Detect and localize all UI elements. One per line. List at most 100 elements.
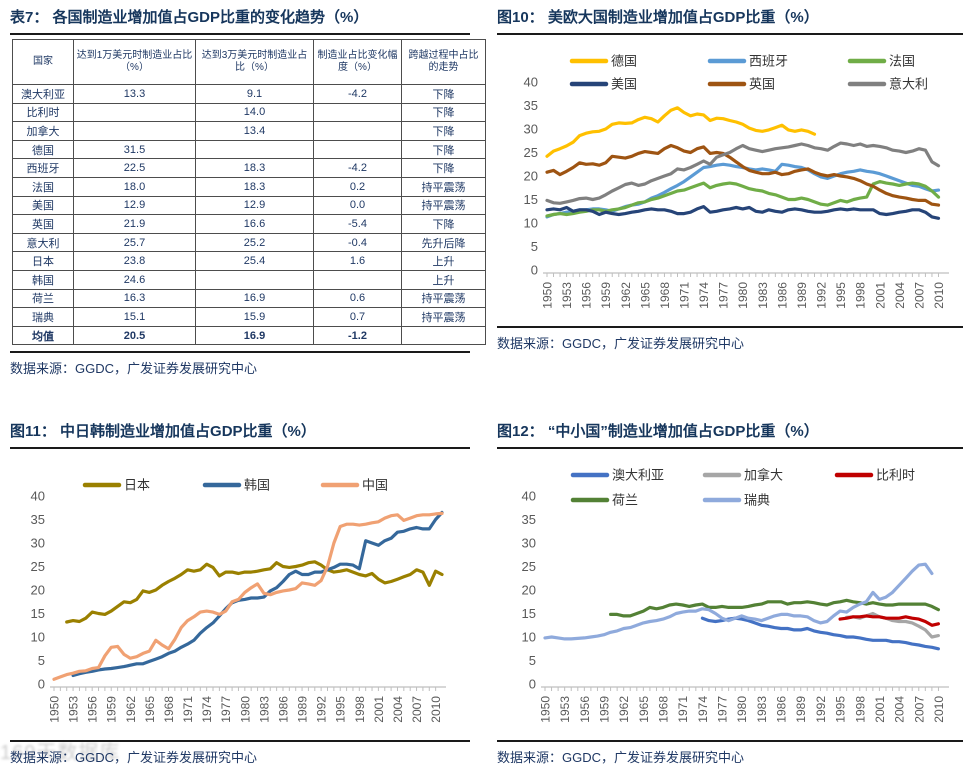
series-line-日本 xyxy=(65,560,444,624)
x-axis-label: 1980 xyxy=(735,696,749,723)
x-axis-label: 1965 xyxy=(637,696,651,723)
legend-label-加拿大: 加拿大 xyxy=(744,468,783,483)
table-cell: 12.9 xyxy=(73,195,196,216)
table-cell: 下降 xyxy=(401,139,486,160)
panel-fig10: 图10： 美欧大国制造业增加值占GDP比重（%） 0 5 10 15 20 25 30 35 4… xyxy=(497,8,963,352)
table-cell: 16.9 xyxy=(195,288,314,309)
x-axis-label: 1977 xyxy=(716,696,730,723)
table-cell xyxy=(313,139,402,160)
x-axis-label: 1983 xyxy=(257,696,271,723)
series-line-比利时 xyxy=(838,614,940,627)
table7: 国家 达到1万美元时制造业占比（%） 达到3万美元时制造业占比（%） 制造业占比变化幅… xyxy=(12,39,486,346)
table-cell: 25.2 xyxy=(195,232,314,253)
table-cell: 英国 xyxy=(12,214,74,234)
fig10-source-rule xyxy=(497,326,963,328)
x-axis-label: 1968 xyxy=(658,282,672,309)
table-cell: 18.3 xyxy=(195,176,314,197)
table-cell: 西班牙 xyxy=(12,158,74,178)
y-axis-label: 30 xyxy=(31,536,45,551)
legend-label-中国: 中国 xyxy=(362,478,388,493)
fig11-title-rule xyxy=(10,447,470,449)
table7-header-cell: 国家 xyxy=(12,39,74,85)
y-axis-label: 25 xyxy=(522,559,536,574)
x-axis-label: 1974 xyxy=(200,696,214,723)
table-cell: -4.2 xyxy=(313,84,402,104)
x-axis-label: 1968 xyxy=(162,696,176,723)
y-axis-label: 10 xyxy=(31,630,45,645)
series-line-德国 xyxy=(545,106,817,158)
table-cell: 1.6 xyxy=(313,251,402,271)
x-axis-label: 1953 xyxy=(558,696,572,723)
table-cell: 持平震荡 xyxy=(401,288,486,309)
table-cell: 下降 xyxy=(401,84,486,104)
x-axis-label: 2010 xyxy=(429,696,443,723)
x-axis-label: 1968 xyxy=(657,696,671,723)
table-cell: 均值 xyxy=(12,325,74,346)
table-cell: 荷兰 xyxy=(12,288,74,309)
table-cell: 21.9 xyxy=(73,214,196,234)
x-axis-label: 2001 xyxy=(372,696,386,723)
table-row: 瑞典 15.1 15.9 0.7 持平震荡 xyxy=(12,307,486,327)
legend-label-荷兰: 荷兰 xyxy=(612,493,638,508)
table-cell xyxy=(195,139,314,160)
x-axis-label: 1977 xyxy=(717,282,731,309)
table-cell: 先升后降 xyxy=(401,232,486,253)
x-axis-label: 1983 xyxy=(756,282,770,309)
panel-fig11: 图11： 中日韩制造业增加值占GDP比重（%） 0 5 10 15 20 25 30 35 40… xyxy=(10,422,470,766)
series-line-中国 xyxy=(52,511,444,681)
series-line-韩国 xyxy=(71,510,444,678)
table-cell: 持平震荡 xyxy=(401,195,486,216)
legend-label-瑞典: 瑞典 xyxy=(744,493,770,508)
legend-label-法国: 法国 xyxy=(889,54,915,69)
table-cell: 加拿大 xyxy=(12,121,74,141)
table-cell: 16.9 xyxy=(195,325,314,346)
table-cell: 下降 xyxy=(401,121,486,141)
table-cell: 韩国 xyxy=(12,269,74,290)
fig11-source-rule xyxy=(10,740,470,742)
y-axis-label: 15 xyxy=(522,606,536,621)
series-line-瑞典 xyxy=(543,562,934,641)
y-axis-label: 25 xyxy=(31,559,45,574)
y-axis-label: 30 xyxy=(522,536,536,551)
x-axis-label: 1956 xyxy=(578,696,592,723)
x-axis-label: 2010 xyxy=(932,696,946,723)
y-axis-label: 20 xyxy=(31,583,45,598)
y-axis-label: 10 xyxy=(524,216,538,231)
table-cell xyxy=(73,121,196,141)
x-axis-label: 1959 xyxy=(105,696,119,723)
table-row: 韩国 24.6 上升 xyxy=(12,269,486,290)
x-axis-label: 2010 xyxy=(932,282,946,309)
fig10-title-rule xyxy=(497,33,963,35)
fig12-source-rule xyxy=(497,740,963,742)
table-cell: 上升 xyxy=(401,251,486,271)
x-axis-label: 1974 xyxy=(697,282,711,309)
table-cell xyxy=(313,102,402,123)
table-cell: 18.3 xyxy=(195,158,314,178)
x-axis-label: 1998 xyxy=(853,696,867,723)
x-axis-label: 1995 xyxy=(334,696,348,723)
x-axis-label: 1998 xyxy=(854,282,868,309)
table-cell xyxy=(73,102,196,123)
x-axis-label: 1959 xyxy=(598,696,612,723)
table7-source: 数据来源：GGDC，广发证券发展研究中心 xyxy=(10,361,258,377)
table-cell: -4.2 xyxy=(313,158,402,178)
table-cell: 15.9 xyxy=(195,307,314,327)
x-axis-label: 1965 xyxy=(638,282,652,309)
table-cell xyxy=(313,121,402,141)
table-row: 法国 18.0 18.3 0.2 持平震荡 xyxy=(12,176,486,197)
x-axis-label: 1956 xyxy=(86,696,100,723)
panel-table7: 表7： 各国制造业增加值占GDP比重的变化趋势（%） 国家 达到1万美元时制造业占… xyxy=(10,8,486,377)
table-cell: 德国 xyxy=(12,139,74,160)
table7-header-cell: 跨越过程中占比的走势 xyxy=(401,39,486,85)
y-axis-label: 5 xyxy=(531,239,538,254)
table-row: 日本 23.8 25.4 1.6 上升 xyxy=(12,251,486,271)
fig10-source: 数据来源：GGDC，广发证券发展研究中心 xyxy=(497,336,745,351)
table-cell: 16.3 xyxy=(73,288,196,309)
y-axis-label: 35 xyxy=(31,512,45,527)
fig10-chart: 0 5 10 15 20 25 30 35 40 1950 1953 1956 1959 1962 1965… xyxy=(524,54,949,309)
table-cell: -0.4 xyxy=(313,232,402,253)
y-axis-label: 40 xyxy=(524,75,538,90)
x-axis-label: 1983 xyxy=(755,696,769,723)
table-cell: 23.8 xyxy=(73,251,196,271)
x-axis-label: 2007 xyxy=(410,696,424,723)
